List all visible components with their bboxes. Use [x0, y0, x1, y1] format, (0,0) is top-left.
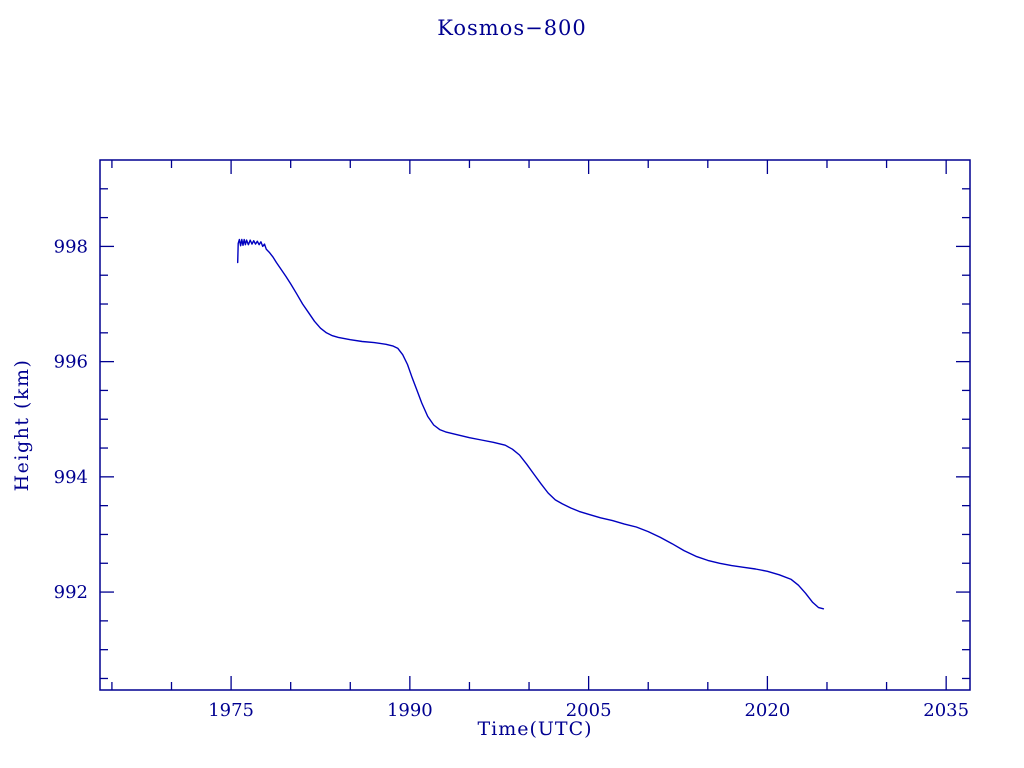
chart-title: Kosmos−800 — [437, 16, 587, 40]
x-tick-label: 1975 — [208, 700, 254, 721]
x-tick-label: 1990 — [387, 700, 433, 721]
y-tick-label: 992 — [54, 582, 88, 603]
y-tick-label: 998 — [54, 236, 88, 257]
height-series-line — [236, 238, 825, 610]
plot-frame — [99, 159, 971, 691]
x-tick-label: 2005 — [566, 700, 612, 721]
x-tick-label: 2035 — [923, 700, 969, 721]
y-tick-label: 994 — [54, 467, 88, 488]
x-axis-label: Time(UTC) — [477, 718, 593, 740]
y-tick-label: 996 — [54, 352, 88, 373]
x-tick-label: 2020 — [744, 700, 790, 721]
